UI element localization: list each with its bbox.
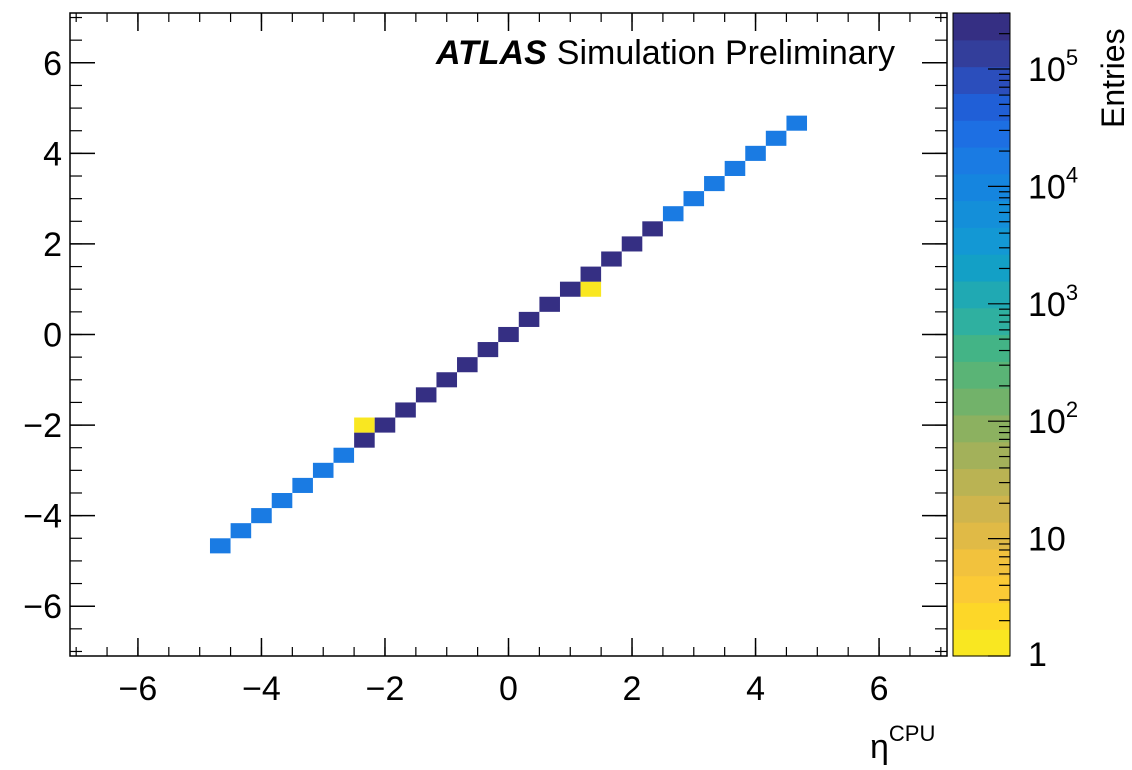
heatmap-bin: [230, 523, 252, 539]
x-axis-label-main: η: [870, 728, 889, 766]
experiment-label: ATLAS: [435, 34, 547, 72]
colorbar-segment: [953, 441, 1010, 470]
colorbar-segment: [953, 361, 1010, 389]
x-tick-label: −6: [119, 670, 158, 708]
heatmap-bin: [601, 251, 622, 267]
x-axis-label: ηCPU: [870, 721, 935, 766]
colorbar-tick-label: 104: [1028, 162, 1078, 206]
status-label: Simulation Preliminary: [557, 34, 895, 72]
colorbar-segment: [953, 414, 1010, 443]
y-tick-label: 0: [43, 317, 62, 355]
heatmap-bin: [251, 508, 272, 524]
y-tick-label: 2: [43, 226, 62, 264]
axes: −6 −4 −2 0 2 4 6 −6 −4 −2 0 2 4 6: [23, 13, 947, 708]
heatmap-bin: [642, 221, 663, 237]
heatmap-bin: [415, 387, 437, 403]
heatmap-bin: [745, 145, 766, 161]
colorbar-segment: [953, 388, 1010, 416]
heatmap-bin: [580, 281, 602, 297]
colorbar-segment: [953, 548, 1010, 577]
heatmap-bin: [374, 417, 396, 433]
heatmap-bins: [209, 115, 808, 554]
colorbar-tick-label: 10: [1028, 521, 1066, 559]
x-tick-label: 2: [623, 670, 642, 708]
colorbar-segment: [953, 93, 1010, 121]
colorbar-tick-label: 103: [1028, 280, 1078, 324]
colorbar-segment: [953, 39, 1010, 68]
colorbar-segment: [953, 120, 1010, 148]
heatmap-bin: [765, 130, 787, 146]
heatmap-bin: [498, 326, 519, 343]
colorbar: 1 10 102 103 104 105: [952, 12, 1078, 674]
heatmap-bin: [704, 176, 725, 192]
colorbar-segment: [953, 629, 1010, 657]
colorbar-segment: [953, 13, 1010, 41]
x-tick-label: −4: [242, 670, 281, 708]
heatmap-bin: [786, 115, 808, 131]
colorbar-segment: [953, 495, 1010, 523]
colorbar-segment: [953, 522, 1010, 550]
heatmap-bin: [724, 160, 746, 176]
heatmap-bin: [662, 206, 684, 222]
x-tick-label: 4: [746, 670, 765, 708]
colorbar-tick-label: 1: [1028, 636, 1047, 674]
heatmap-bin: [354, 417, 375, 433]
colorbar-segment: [953, 173, 1010, 202]
colorbar-segment: [953, 602, 1010, 630]
heatmap-bin: [621, 236, 643, 252]
y-tick-label: 4: [43, 135, 62, 173]
x-tick-label: 0: [499, 670, 518, 708]
heatmap-bin: [271, 493, 293, 509]
heatmap-bin: [395, 402, 416, 418]
x-axis-label-superscript: CPU: [889, 721, 935, 746]
plot-frame: [69, 12, 948, 657]
heatmap-bin: [683, 191, 705, 207]
heatmap-bin: [312, 462, 334, 478]
heatmap-bin: [436, 372, 458, 388]
y-tick-label: −6: [23, 588, 62, 626]
heatmap-bin: [457, 357, 478, 373]
heatmap-bin: [518, 311, 540, 327]
y-tick-label: −2: [23, 407, 62, 445]
heatmap-bin: [539, 296, 560, 312]
colorbar-segment: [953, 227, 1010, 255]
atlas-label: ATLAS Simulation Preliminary: [435, 34, 895, 72]
heatmap-bin: [559, 281, 581, 297]
heatmap-bin: [354, 432, 375, 448]
x-tick-label: 6: [870, 670, 889, 708]
heatmap-bin: [477, 342, 499, 358]
x-tick-label: −2: [366, 670, 405, 708]
heatmap-bin: [292, 477, 313, 493]
y-tick-label: −4: [23, 498, 62, 536]
heatmap-bin: [209, 538, 231, 554]
colorbar-tick-label: 102: [1028, 397, 1078, 441]
colorbar-segment: [953, 575, 1010, 604]
colorbar-label: Entries: [1095, 28, 1131, 128]
colorbar-segment: [953, 254, 1010, 282]
heatmap-bin: [333, 447, 355, 463]
colorbar-tick-label: 105: [1028, 45, 1078, 89]
heatmap-bin: [580, 266, 602, 282]
y-tick-label: 6: [43, 45, 62, 83]
colorbar-frame: [952, 12, 1011, 657]
